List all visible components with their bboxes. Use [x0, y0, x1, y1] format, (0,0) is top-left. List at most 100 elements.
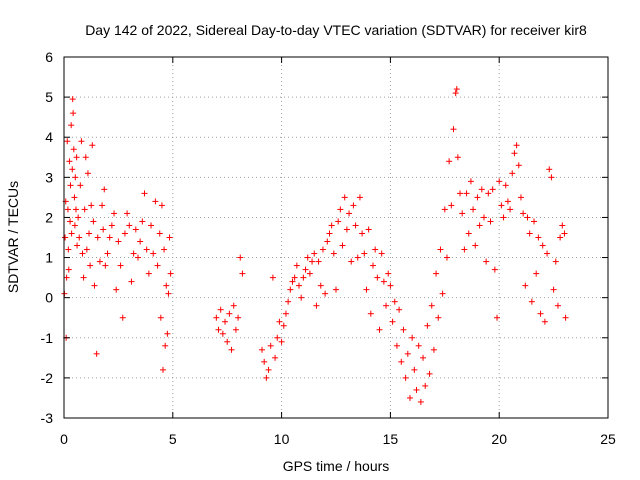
data-point	[524, 214, 531, 221]
data-point	[160, 366, 167, 373]
data-point	[311, 250, 318, 257]
data-point	[137, 238, 144, 245]
data-point	[72, 206, 79, 213]
data-point	[81, 206, 88, 213]
data-point	[65, 246, 72, 253]
data-point	[548, 174, 555, 181]
data-point	[435, 314, 442, 321]
data-point	[385, 270, 392, 277]
data-point	[500, 214, 507, 221]
data-point	[541, 318, 548, 325]
data-point	[222, 318, 229, 325]
data-point	[274, 334, 281, 341]
data-point	[441, 206, 448, 213]
data-point	[80, 274, 87, 281]
data-point	[141, 190, 148, 197]
data-point	[520, 210, 527, 217]
data-point	[145, 270, 152, 277]
data-point	[424, 322, 431, 329]
data-point	[365, 226, 372, 233]
data-point	[132, 226, 139, 233]
data-point	[69, 96, 76, 103]
data-point	[235, 314, 242, 321]
series-layer	[61, 86, 569, 405]
data-point	[537, 310, 544, 317]
data-point	[369, 262, 376, 269]
data-point	[119, 314, 126, 321]
data-point	[124, 210, 131, 217]
data-point	[476, 222, 483, 229]
data-point	[263, 374, 270, 381]
data-point	[389, 318, 396, 325]
data-point	[306, 270, 313, 277]
data-point	[335, 218, 342, 225]
x-tick-label: 10	[274, 431, 290, 447]
data-point	[298, 294, 305, 301]
data-point	[267, 342, 274, 349]
data-point	[71, 194, 78, 201]
data-point	[88, 202, 95, 209]
data-point	[82, 154, 89, 161]
data-point	[71, 222, 78, 229]
data-point	[317, 282, 324, 289]
data-point	[315, 258, 322, 265]
data-point	[437, 246, 444, 253]
data-point	[356, 194, 363, 201]
data-point	[226, 310, 233, 317]
data-point	[66, 158, 73, 165]
data-point	[76, 234, 83, 241]
data-point	[156, 230, 163, 237]
data-point	[289, 278, 296, 285]
y-axis-label: SDTVAR / TECUs	[5, 181, 21, 293]
data-point	[285, 298, 292, 305]
data-point	[515, 162, 522, 169]
x-tick-label: 15	[383, 431, 399, 447]
data-point	[148, 222, 155, 229]
data-point	[164, 330, 171, 337]
data-point	[106, 234, 113, 241]
x-axis-label: GPS time / hours	[283, 458, 390, 474]
data-point	[259, 346, 266, 353]
x-tick-label: 25	[600, 431, 616, 447]
data-point	[96, 258, 103, 265]
data-point	[411, 366, 418, 373]
data-point	[269, 274, 276, 281]
data-point	[430, 346, 437, 353]
ticks-layer	[63, 56, 609, 419]
data-point	[143, 246, 150, 253]
data-point	[511, 150, 518, 157]
y-tick-label: 4	[45, 129, 53, 145]
data-point	[152, 198, 159, 205]
data-point	[522, 282, 529, 289]
data-point	[452, 90, 459, 97]
data-point	[94, 234, 101, 241]
data-point	[165, 290, 172, 297]
data-point	[83, 246, 90, 253]
data-point	[359, 230, 366, 237]
data-point	[472, 242, 479, 249]
data-point	[426, 370, 433, 377]
data-point	[300, 274, 307, 281]
data-point	[480, 214, 487, 221]
data-point	[68, 122, 75, 129]
data-point	[324, 238, 331, 245]
data-point	[483, 258, 490, 265]
data-point	[393, 342, 400, 349]
data-point	[69, 166, 76, 173]
data-point	[417, 398, 424, 405]
data-point	[276, 318, 283, 325]
data-point	[453, 86, 460, 93]
data-point	[166, 234, 173, 241]
data-point	[313, 302, 320, 309]
data-point	[400, 326, 407, 333]
y-tick-label: 0	[45, 290, 53, 306]
data-point	[433, 270, 440, 277]
data-point	[383, 302, 390, 309]
data-point	[265, 366, 272, 373]
data-point	[70, 110, 77, 117]
tick-labels-layer: 0 5 10 15 20 25 -3 -2 -1 0 1 2 3 4 5 6	[41, 49, 616, 447]
data-point	[73, 154, 80, 161]
data-point	[544, 250, 551, 257]
data-point	[559, 222, 566, 229]
data-point	[319, 246, 326, 253]
